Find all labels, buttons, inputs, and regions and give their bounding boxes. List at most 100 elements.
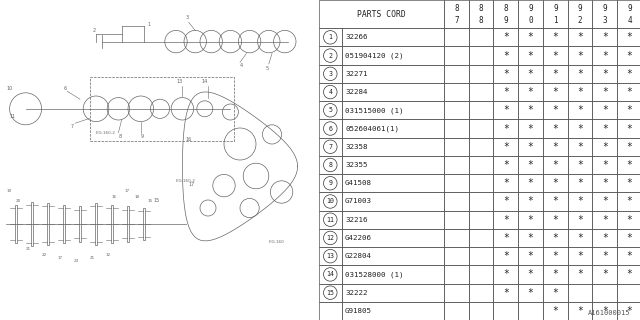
Text: FIG.160-2: FIG.160-2 <box>96 132 116 135</box>
Bar <box>568 0 593 28</box>
Text: 21: 21 <box>26 247 31 251</box>
Bar <box>568 46 593 65</box>
Bar <box>617 0 640 28</box>
Text: *: * <box>527 251 534 261</box>
Text: 3: 3 <box>186 15 189 20</box>
Bar <box>593 138 617 156</box>
Text: *: * <box>577 69 583 79</box>
Bar <box>518 119 543 138</box>
Text: 20: 20 <box>16 199 21 203</box>
Bar <box>593 0 617 28</box>
Text: *: * <box>552 32 558 42</box>
Text: 0: 0 <box>528 16 533 25</box>
Bar <box>143 208 145 240</box>
Bar <box>617 247 640 265</box>
Bar <box>319 83 342 101</box>
Bar <box>493 192 518 211</box>
Bar <box>342 211 444 229</box>
Text: *: * <box>627 124 632 133</box>
Text: 7: 7 <box>328 144 332 150</box>
Bar <box>493 65 518 83</box>
Text: 4: 4 <box>627 16 632 25</box>
Bar <box>444 138 468 156</box>
Text: 15: 15 <box>154 197 160 203</box>
Text: *: * <box>627 51 632 60</box>
Text: 5: 5 <box>328 107 332 113</box>
Bar <box>319 156 342 174</box>
Text: *: * <box>627 251 632 261</box>
Text: *: * <box>602 32 608 42</box>
Bar <box>493 211 518 229</box>
Text: 32271: 32271 <box>345 71 367 77</box>
Text: *: * <box>503 251 509 261</box>
Bar <box>90 77 234 141</box>
Text: *: * <box>503 51 509 60</box>
Text: *: * <box>627 160 632 170</box>
Bar <box>319 65 342 83</box>
Text: *: * <box>552 215 558 225</box>
Bar <box>444 119 468 138</box>
Bar <box>568 284 593 302</box>
Text: *: * <box>577 160 583 170</box>
Bar <box>593 28 617 46</box>
Bar <box>444 192 468 211</box>
Bar <box>593 156 617 174</box>
Bar <box>568 83 593 101</box>
Bar <box>444 0 468 28</box>
Bar <box>543 0 568 28</box>
Bar <box>493 138 518 156</box>
Text: 8: 8 <box>328 162 332 168</box>
Text: *: * <box>527 269 534 279</box>
Bar <box>617 265 640 284</box>
Text: 12: 12 <box>326 235 334 241</box>
Text: 7: 7 <box>454 16 459 25</box>
Bar <box>319 302 342 320</box>
Text: *: * <box>577 233 583 243</box>
Bar <box>543 28 568 46</box>
Bar <box>493 83 518 101</box>
Bar <box>543 174 568 192</box>
Text: 1: 1 <box>328 34 332 40</box>
Text: *: * <box>627 178 632 188</box>
Text: 9: 9 <box>627 4 632 13</box>
Bar <box>593 229 617 247</box>
Bar <box>342 229 444 247</box>
Text: FIG.160: FIG.160 <box>269 240 285 244</box>
Text: *: * <box>503 160 509 170</box>
Text: *: * <box>577 251 583 261</box>
Bar <box>468 156 493 174</box>
Text: 2: 2 <box>578 16 582 25</box>
Bar <box>617 174 640 192</box>
Bar <box>342 65 444 83</box>
Bar <box>319 211 342 229</box>
Text: *: * <box>602 215 608 225</box>
Text: 2: 2 <box>328 52 332 59</box>
Text: *: * <box>527 233 534 243</box>
Text: 18: 18 <box>134 196 140 199</box>
Bar <box>15 205 17 243</box>
Bar <box>493 229 518 247</box>
Text: 19: 19 <box>6 189 12 193</box>
Bar <box>593 302 617 320</box>
Text: 6: 6 <box>64 85 67 91</box>
Bar <box>518 83 543 101</box>
Text: *: * <box>552 124 558 133</box>
Bar <box>568 229 593 247</box>
Bar <box>617 192 640 211</box>
Bar <box>31 202 33 246</box>
Bar <box>319 192 342 211</box>
Bar <box>617 101 640 119</box>
Bar <box>518 156 543 174</box>
Text: *: * <box>627 306 632 316</box>
Text: 17: 17 <box>58 256 63 260</box>
Text: *: * <box>577 196 583 206</box>
Text: *: * <box>602 51 608 60</box>
Bar <box>444 265 468 284</box>
Bar <box>568 28 593 46</box>
Text: 051904120 (2): 051904120 (2) <box>345 52 404 59</box>
Bar <box>493 28 518 46</box>
Text: *: * <box>503 142 509 152</box>
Bar <box>444 229 468 247</box>
Bar <box>444 211 468 229</box>
Bar <box>319 265 342 284</box>
